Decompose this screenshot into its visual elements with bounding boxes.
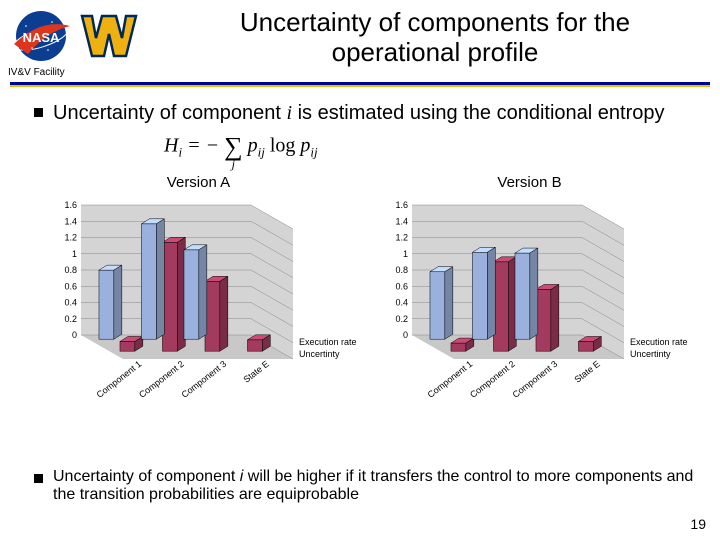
svg-text:Execution rate: Execution rate xyxy=(299,337,357,347)
formula-H: H xyxy=(164,135,178,157)
svg-text:Component 1: Component 1 xyxy=(425,359,474,400)
formula-p2: p xyxy=(300,135,310,157)
svg-text:1: 1 xyxy=(71,249,76,259)
svg-text:1: 1 xyxy=(402,249,407,259)
svg-text:NASA: NASA xyxy=(23,30,60,45)
slide-header: NASA IV&V Facility Uncertainty of compon… xyxy=(0,0,720,72)
slide-title: Uncertainty of components for the operat… xyxy=(178,8,712,68)
bullet-2: Uncertainty of component i will be highe… xyxy=(34,468,694,504)
formula-p2-sub: ij xyxy=(310,145,317,160)
nasa-logo: NASA IV&V Facility xyxy=(8,10,74,66)
svg-text:1.6: 1.6 xyxy=(395,200,408,210)
bullet-square-icon xyxy=(34,108,43,117)
svg-text:Component 3: Component 3 xyxy=(179,359,228,400)
svg-text:1.2: 1.2 xyxy=(64,233,77,243)
chart-b-label: Version B xyxy=(370,174,690,191)
svg-text:Execution rate: Execution rate xyxy=(630,337,688,347)
bullet-square-icon xyxy=(34,474,43,483)
chart-b-wrap: Version B 0 0.2 0.4 0.6 0.8 1 1.2 1.4 1.6 Compone… xyxy=(370,174,690,400)
formula-p1-sub: ij xyxy=(258,145,265,160)
svg-text:Uncertinty: Uncertinty xyxy=(299,349,340,359)
svg-text:1.6: 1.6 xyxy=(64,200,77,210)
svg-text:State E: State E xyxy=(572,359,601,385)
bullet-2-text: Uncertainty of component i will be highe… xyxy=(53,468,694,504)
svg-text:0: 0 xyxy=(402,330,407,340)
slide-body: Uncertainty of component i is estimated … xyxy=(0,87,720,400)
wvu-logo xyxy=(78,10,140,62)
svg-text:1.2: 1.2 xyxy=(395,233,408,243)
formula-log: log xyxy=(265,135,301,157)
entropy-formula: Hi = − ∑ j pij log pij xyxy=(164,132,694,162)
svg-text:0.2: 0.2 xyxy=(64,314,77,324)
svg-text:0.4: 0.4 xyxy=(395,298,408,308)
logo-group: NASA IV&V Facility xyxy=(8,10,178,66)
sigma-index: j xyxy=(232,157,235,172)
svg-text:Component 3: Component 3 xyxy=(510,359,559,400)
chart-version-b: 00.20.40.60.811.21.41.6Component 1Compon… xyxy=(370,195,690,400)
svg-text:0.8: 0.8 xyxy=(64,265,77,275)
chart-version-a: 00.20.40.60.811.21.41.6Component 1Compon… xyxy=(39,195,359,400)
bullet-1-suffix: is estimated using the conditional entro… xyxy=(292,102,664,124)
bullet-1-text: Uncertainty of component i is estimated … xyxy=(53,101,664,126)
svg-text:Component 2: Component 2 xyxy=(137,359,186,400)
svg-text:0.4: 0.4 xyxy=(64,298,77,308)
svg-text:0.8: 0.8 xyxy=(395,265,408,275)
bullet-2-prefix: Uncertainty of component xyxy=(53,468,240,485)
bullet-1-prefix: Uncertainty of component xyxy=(53,102,286,124)
formula-p1: p xyxy=(248,135,258,157)
formula-eq: = − xyxy=(182,135,224,157)
svg-text:0.2: 0.2 xyxy=(395,314,408,324)
charts-row: Version A 0 0.2 0.4 0.6 0.8 1 1.2 1.4 1.6 Compone… xyxy=(34,174,694,400)
svg-text:1.4: 1.4 xyxy=(395,216,408,226)
page-number: 19 xyxy=(690,516,706,532)
svg-text:Component 1: Component 1 xyxy=(94,359,143,400)
svg-text:0.6: 0.6 xyxy=(395,281,408,291)
chart-a-label: Version A xyxy=(39,174,359,191)
svg-text:Uncertinty: Uncertinty xyxy=(630,349,671,359)
svg-text:State E: State E xyxy=(241,359,270,385)
svg-text:1.4: 1.4 xyxy=(64,216,77,226)
svg-text:0: 0 xyxy=(71,330,76,340)
svg-text:Component 2: Component 2 xyxy=(468,359,517,400)
bullet-1: Uncertainty of component i is estimated … xyxy=(34,101,694,126)
ivv-facility-text: IV&V Facility xyxy=(8,67,88,78)
svg-text:0.6: 0.6 xyxy=(64,281,77,291)
chart-a-wrap: Version A 0 0.2 0.4 0.6 0.8 1 1.2 1.4 1.6 Compone… xyxy=(39,174,359,400)
